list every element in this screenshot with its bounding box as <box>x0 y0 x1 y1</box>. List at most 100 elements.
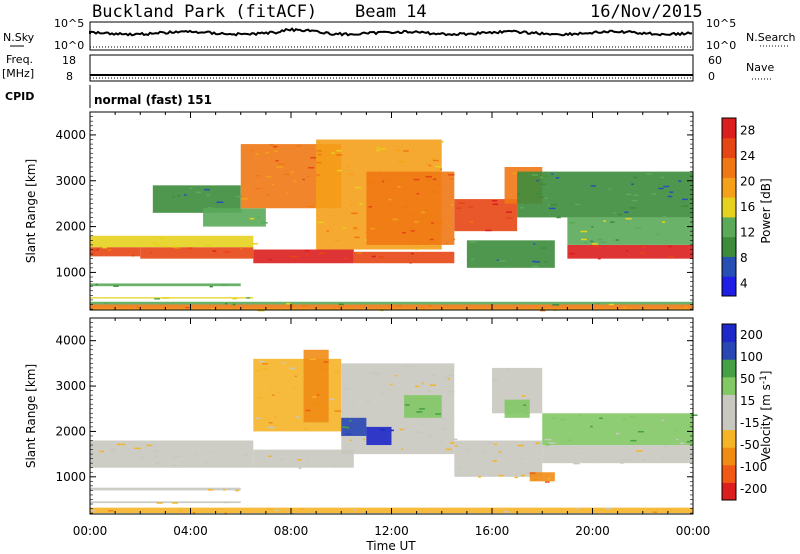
pwr-speckle <box>238 210 243 213</box>
vel-speckle <box>155 462 163 465</box>
pwr-speckle <box>150 251 153 254</box>
pwr-speckle <box>667 245 673 248</box>
vel-speckle <box>400 428 408 430</box>
power-y-axis-label: Slant Range [km] <box>24 159 38 263</box>
pwr-speckle <box>388 204 392 206</box>
pwr-speckle <box>424 209 428 212</box>
pwr-speckle <box>496 259 499 261</box>
pwr-speckle <box>519 206 524 209</box>
pwr-speckle <box>552 304 560 306</box>
pwr-band-7 <box>253 249 354 264</box>
x-tick-label: 08:00 <box>274 524 309 538</box>
pwr-speckle <box>420 211 426 214</box>
pwr-speckle <box>430 191 438 194</box>
vel-ytick-label: 3000 <box>55 379 86 393</box>
time-x-axis: 00:00 04:00 08:00 12:00 16:00 20:00 00:00 <box>73 524 711 538</box>
velocity-axes: 1000 2000 3000 4000 <box>55 317 694 514</box>
pwr-speckle <box>378 173 382 176</box>
vel-speckle <box>560 418 567 421</box>
vel-speckle <box>175 455 182 458</box>
pwr-speckle <box>448 174 455 176</box>
pwr-speckle <box>285 302 291 305</box>
vel-speckle <box>457 466 462 469</box>
pwr-speckle <box>541 247 547 249</box>
vel-speckle <box>306 460 310 462</box>
pwr-speckle <box>431 222 434 224</box>
vel-speckle <box>443 376 448 379</box>
pwr-speckle <box>662 215 667 218</box>
vel-colorbar-tick-label: 200 <box>740 328 763 342</box>
pwr-speckle <box>625 249 629 252</box>
pwr-speckle <box>678 180 682 182</box>
pwr-speckle <box>485 229 492 232</box>
pwr-speckle <box>286 192 289 195</box>
pwr-speckle <box>397 185 401 188</box>
vel-speckle <box>622 418 628 421</box>
vel-speckle <box>492 460 497 462</box>
vel-band-13 <box>542 413 693 446</box>
pwr-colorbar-tick-label: 20 <box>740 175 755 189</box>
pwr-speckle <box>353 228 359 231</box>
vel-speckle <box>664 446 668 448</box>
vel-speckle <box>525 412 530 414</box>
pwr-speckle <box>386 179 393 181</box>
pwr-band-19 <box>517 171 693 218</box>
vel-band-8 <box>404 395 442 418</box>
pwr-speckle <box>531 265 539 268</box>
vel-speckle <box>331 465 336 467</box>
vel-speckle <box>421 423 425 426</box>
pwr-speckle <box>505 217 513 219</box>
vel-speckle <box>390 429 394 432</box>
vel-speckle <box>273 415 278 418</box>
freq-tick-top: 18 <box>62 54 76 67</box>
pwr-speckle <box>308 167 314 169</box>
pwr-speckle <box>668 256 674 258</box>
vel-colorbar-tick-label: -50 <box>740 438 760 452</box>
pwr-speckle <box>534 261 541 263</box>
vel-speckle <box>134 447 141 450</box>
pwr-band-5 <box>140 247 254 259</box>
freq-panel-frame <box>89 54 694 82</box>
vel-speckle <box>363 438 366 441</box>
vel-speckle <box>312 403 320 405</box>
vel-band-9 <box>454 440 543 477</box>
vel-speckle <box>270 388 273 391</box>
vel-speckle <box>344 388 349 390</box>
vel-speckle <box>394 374 397 377</box>
pwr-speckle <box>316 150 322 152</box>
pwr-speckle <box>492 199 498 202</box>
vel-speckle <box>629 416 636 418</box>
vel-speckle <box>395 416 399 419</box>
pwr-speckle <box>414 189 417 192</box>
vel-speckle <box>242 454 248 456</box>
nsearch-tick-bottom: 10^0 <box>706 39 736 52</box>
pwr-speckle <box>532 260 536 263</box>
vel-speckle <box>262 461 266 463</box>
pwr-colorbar-swatch <box>722 276 736 297</box>
pwr-speckle <box>663 185 670 188</box>
pwr-speckle <box>337 305 344 308</box>
pwr-speckle <box>584 241 588 244</box>
vel-speckle <box>351 405 355 407</box>
x-tick-label: 00:00 <box>73 524 108 538</box>
vel-speckle <box>146 444 152 447</box>
vel-speckle <box>532 478 539 481</box>
vel-speckle <box>465 448 471 451</box>
pwr-speckle <box>631 199 638 202</box>
vel-speckle <box>262 363 268 365</box>
pwr-speckle <box>326 230 329 232</box>
pwr-speckle <box>398 160 405 163</box>
vel-speckle <box>172 464 177 466</box>
vel-speckle <box>334 410 342 412</box>
pwr-speckle <box>275 159 279 162</box>
vel-speckle <box>492 379 498 381</box>
vel-speckle <box>548 442 556 444</box>
vel-speckle <box>427 390 432 392</box>
vel-speckle <box>317 394 320 396</box>
pwr-speckle <box>224 302 228 305</box>
vel-speckle <box>153 450 159 452</box>
vel-speckle <box>370 372 375 374</box>
pwr-speckle <box>382 233 386 235</box>
vel-colorbar-swatch <box>722 464 736 483</box>
vel-speckle <box>579 452 583 454</box>
